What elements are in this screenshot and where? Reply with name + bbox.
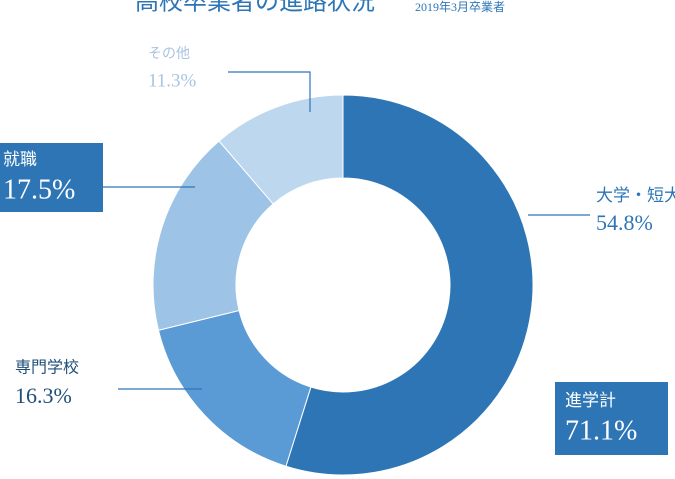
pie-slice: [152, 140, 274, 331]
slice-value: 54.8%: [596, 210, 653, 235]
slice-value: 17.5%: [3, 174, 75, 205]
slice-name: 大学・短大: [596, 186, 675, 205]
annotation-box: [555, 382, 668, 455]
slice-value: 11.3%: [148, 70, 197, 91]
pie-slice: [157, 309, 312, 467]
label-box: [0, 143, 103, 212]
annotation-value: 71.1%: [565, 415, 637, 446]
slice-name: その他: [148, 46, 190, 62]
pie-slice: [218, 94, 344, 205]
leader-line: [228, 71, 311, 112]
slice-value: 16.3%: [15, 383, 72, 408]
chart-title: 高校卒業者の進路状況: [135, 0, 375, 16]
slice-name: 就職: [3, 150, 37, 169]
annotation-label: 進学計: [565, 391, 616, 410]
slice-name: 専門学校: [15, 359, 79, 377]
chart-subtitle: 2019年3月卒業者: [415, 0, 505, 14]
pie-slice: [285, 94, 534, 476]
